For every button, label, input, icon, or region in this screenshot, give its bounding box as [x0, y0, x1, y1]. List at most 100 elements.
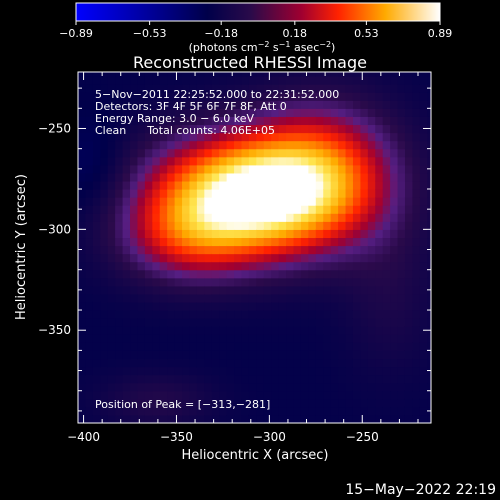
heatmap-cell: [412, 350, 421, 360]
heatmap-cell: [159, 358, 168, 368]
heatmap-cell: [219, 229, 228, 239]
heatmap-cell: [397, 382, 406, 392]
heatmap-cell: [100, 124, 109, 134]
heatmap-cell: [241, 318, 250, 327]
heatmap-cell: [375, 132, 384, 142]
heatmap-cell: [189, 293, 198, 303]
heatmap-cell: [144, 326, 153, 335]
heatmap-cell: [293, 72, 302, 77]
heatmap-cell: [189, 382, 198, 392]
heatmap-cell: [85, 358, 94, 368]
heatmap-cell: [130, 269, 139, 279]
heatmap-cell: [404, 406, 414, 416]
heatmap-cell: [330, 237, 339, 247]
heatmap-cell: [159, 100, 168, 109]
heatmap-cell: [189, 366, 198, 376]
heatmap-cell: [130, 205, 139, 214]
heatmap-cell: [390, 205, 399, 214]
heatmap-cell: [404, 374, 414, 384]
heatmap-cell: [152, 213, 161, 222]
heatmap-cell: [219, 72, 228, 77]
heatmap-cell: [360, 269, 369, 279]
heatmap-cell: [345, 326, 354, 335]
heatmap-cell: [330, 140, 339, 150]
heatmap-cell: [211, 189, 220, 198]
heatmap-cell: [263, 197, 272, 206]
heatmap-cell: [286, 132, 295, 142]
heatmap-cell: [286, 237, 295, 247]
heatmap-cell: [167, 84, 176, 93]
heatmap-cell: [167, 100, 176, 109]
heatmap-cell: [189, 72, 198, 77]
heatmap-cell: [78, 293, 87, 303]
heatmap-cell: [293, 398, 302, 408]
heatmap-cell: [286, 277, 295, 287]
heatmap-cell: [167, 342, 176, 351]
heatmap-cell: [352, 382, 361, 392]
heatmap-cell: [382, 108, 391, 117]
unit-part-3: asec: [290, 41, 319, 54]
heatmap-cell: [323, 398, 332, 408]
heatmap-cell: [352, 189, 361, 198]
heatmap-cell: [152, 189, 161, 198]
heatmap-cell: [226, 92, 235, 101]
heatmap-cell: [122, 310, 131, 319]
heatmap-cell: [204, 414, 213, 423]
heatmap-cell: [100, 342, 109, 351]
heatmap-cell: [144, 245, 153, 255]
heatmap-cell: [278, 285, 287, 295]
heatmap-cell: [92, 156, 101, 166]
heatmap-cell: [308, 245, 317, 255]
heatmap-cell: [234, 205, 243, 214]
heatmap-cell: [211, 310, 220, 319]
heatmap-cell: [352, 261, 361, 271]
heatmap-cell: [256, 366, 265, 376]
heatmap-cell: [278, 261, 287, 271]
heatmap-cell: [419, 374, 428, 384]
heatmap-cell: [271, 261, 280, 271]
heatmap-cell: [204, 92, 213, 101]
heatmap-cell: [367, 310, 376, 319]
heatmap-cell: [152, 108, 161, 117]
heatmap-cell: [130, 293, 139, 303]
heatmap-cell: [115, 197, 124, 206]
heatmap-cell: [219, 326, 228, 335]
heatmap-cell: [412, 261, 421, 271]
heatmap-cell: [130, 189, 139, 198]
heatmap-cell: [248, 245, 257, 255]
axis-ticks: −400 −350 −300 −250−250−300−350: [38, 72, 431, 444]
heatmap-cell: [360, 398, 369, 408]
heatmap-cell: [352, 334, 361, 343]
heatmap-cell: [375, 382, 384, 392]
heatmap-cell: [412, 358, 421, 368]
heatmap-cell: [234, 116, 243, 126]
heatmap-cell: [85, 318, 94, 327]
heatmap-cell: [92, 92, 101, 101]
heatmap-cell: [256, 205, 265, 214]
heatmap-cell: [115, 108, 124, 117]
heatmap-cell: [196, 76, 205, 85]
heatmap-cell: [330, 108, 339, 117]
heatmap-cell: [182, 84, 191, 93]
heatmap-cell: [256, 398, 265, 408]
heatmap-cell: [367, 116, 376, 126]
heatmap-cell: [115, 140, 124, 150]
heatmap-cell: [300, 374, 309, 384]
heatmap-cell: [397, 342, 406, 351]
heatmap-cell: [152, 374, 161, 384]
heatmap-cell: [204, 197, 213, 206]
heatmap-cell: [130, 197, 139, 206]
heatmap-cell: [360, 310, 369, 319]
heatmap-cell: [85, 334, 94, 343]
heatmap-cell: [115, 406, 124, 416]
y-axis-label: Heliocentric Y (arcsec): [14, 174, 29, 320]
colorbar-tick-label: −0.89: [59, 27, 93, 40]
heatmap-cell: [404, 164, 414, 174]
heatmap-cell: [404, 398, 414, 408]
heatmap-cell: [152, 172, 161, 182]
heatmap-cell: [308, 326, 317, 335]
heatmap-cell: [315, 205, 324, 214]
heatmap-cell: [196, 414, 205, 423]
heatmap-cell: [78, 269, 87, 279]
heatmap-cell: [419, 277, 428, 287]
